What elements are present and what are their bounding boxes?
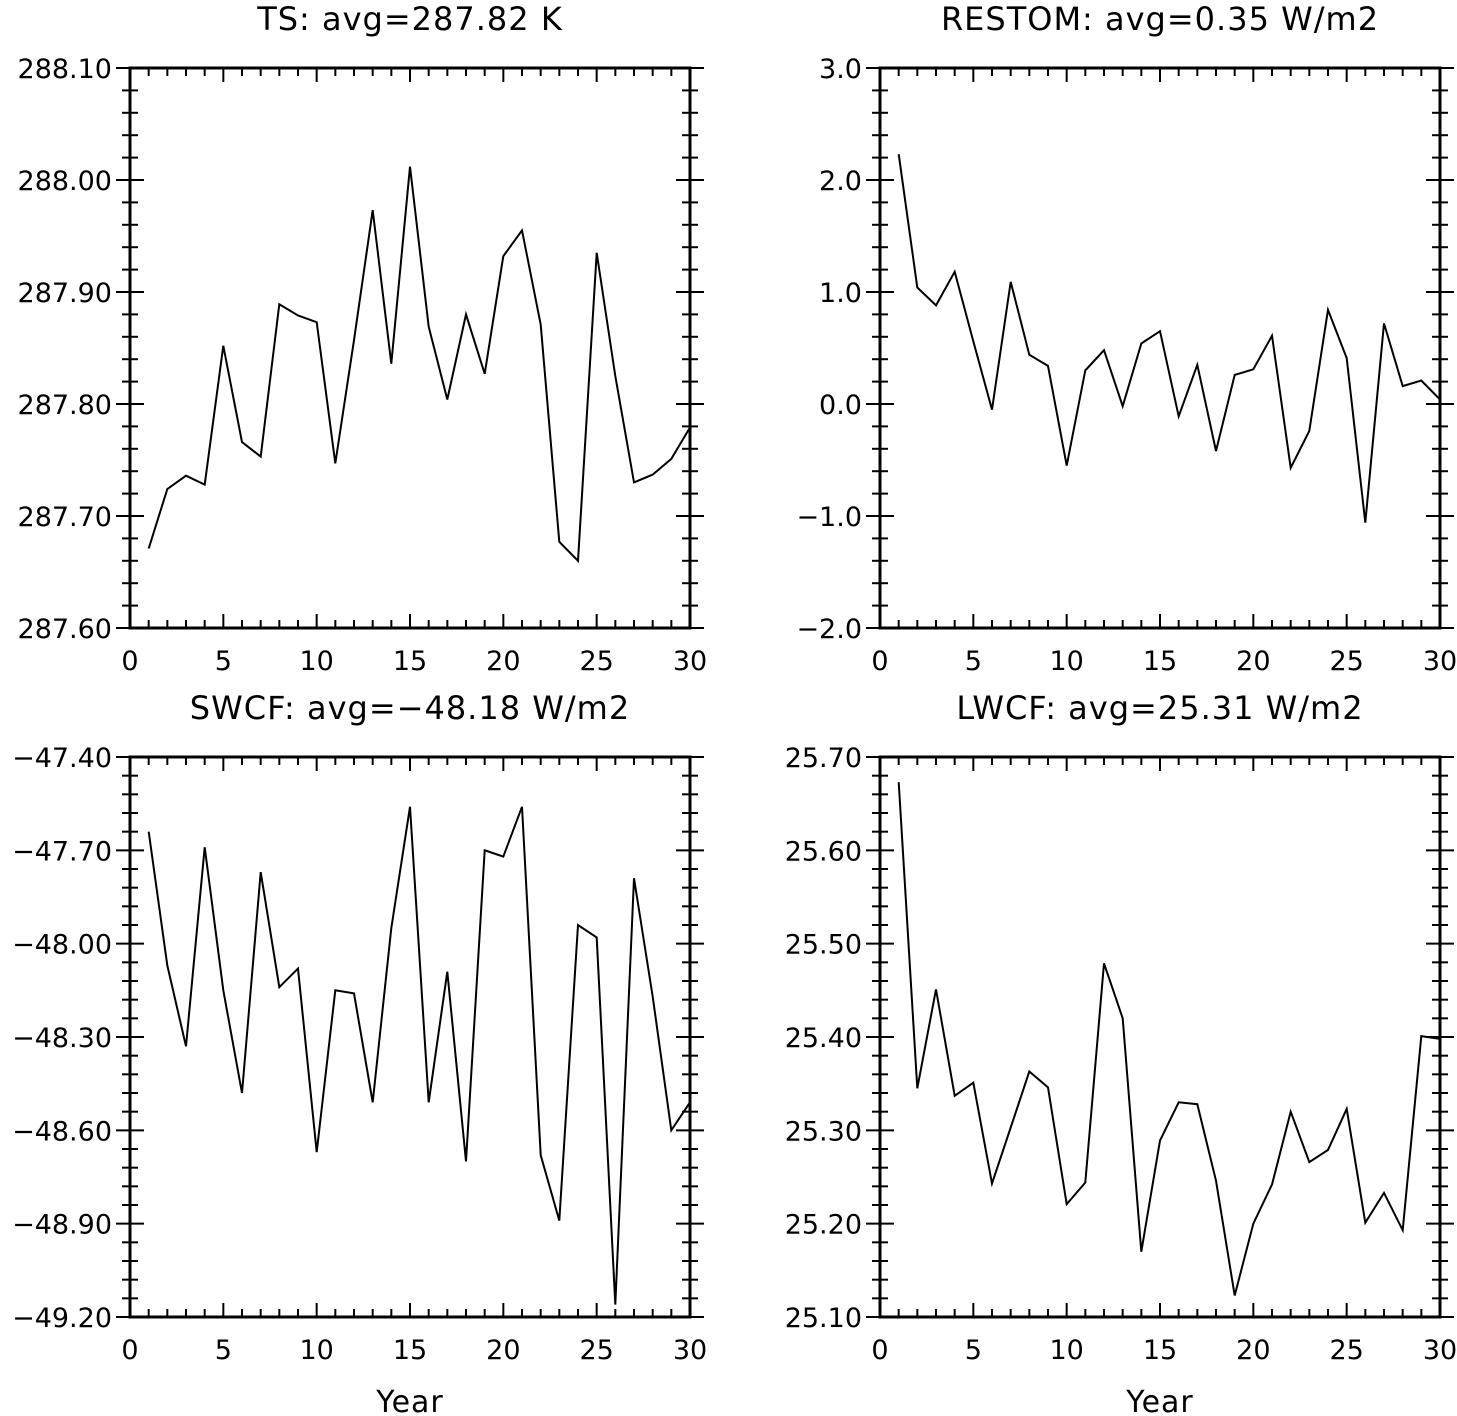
x-tick-label: 5 xyxy=(215,1335,232,1366)
y-tick-label: −1.0 xyxy=(796,502,862,533)
y-tick-label: 287.70 xyxy=(18,502,112,533)
x-tick-label: 20 xyxy=(486,1335,520,1366)
y-tick-label: −48.00 xyxy=(12,930,112,961)
x-tick-label: 25 xyxy=(1329,1335,1363,1366)
y-tick-label: 287.60 xyxy=(18,614,112,645)
panel-swcf: SWCF: avg=−48.18 W/m2 Year 0 5 10 15 20 25 30 −… xyxy=(12,689,707,1416)
panel-title: SWCF: avg=−48.18 W/m2 xyxy=(190,689,630,727)
plot-area: 0 5 10 15 20 25 30 287.60 287.70 287.80 287.90 288.… xyxy=(18,54,708,677)
x-tick-label: 25 xyxy=(579,1335,613,1366)
plot-frame xyxy=(878,755,1442,1319)
x-tick-label: 0 xyxy=(121,1335,138,1366)
x-tick-label: 0 xyxy=(871,1335,888,1366)
y-tick-label: 25.20 xyxy=(785,1210,862,1241)
y-tick-label: 1.0 xyxy=(819,278,862,309)
x-tick-label: 5 xyxy=(965,1335,982,1366)
panel-lwcf: LWCF: avg=25.31 W/m2 Year 0 5 10 15 20 25 30 25… xyxy=(785,689,1457,1416)
panel-title: RESTOM: avg=0.35 W/m2 xyxy=(941,0,1379,38)
x-tick-label: 15 xyxy=(393,1335,427,1366)
plot-area: 0 5 10 15 20 25 30 −49.20 −48.90 −48.60 −48.30 −48.… xyxy=(12,743,707,1366)
series-line xyxy=(147,806,691,1305)
x-tick-label: 15 xyxy=(1143,646,1177,677)
x-tick-label: 25 xyxy=(579,646,613,677)
x-tick-label: 30 xyxy=(1423,1335,1457,1366)
x-tick-label: 30 xyxy=(673,1335,707,1366)
plot-frame xyxy=(128,66,692,630)
y-tick-label: 288.10 xyxy=(18,54,112,85)
x-axis-label: Year xyxy=(1125,1385,1194,1416)
y-tick-label: 2.0 xyxy=(819,166,862,197)
x-tick-label: 5 xyxy=(215,646,232,677)
x-axis-label: Year xyxy=(375,1385,444,1416)
y-tick-label: 3.0 xyxy=(819,54,862,85)
x-tick-label: 20 xyxy=(486,646,520,677)
panel-restom: RESTOM: avg=0.35 W/m2 0 5 10 15 20 25 30 −2.0 −1… xyxy=(796,0,1457,677)
x-tick-label: 20 xyxy=(1236,646,1270,677)
series-line xyxy=(897,154,1441,523)
x-tick-label: 10 xyxy=(299,646,333,677)
plot-frame xyxy=(878,66,1442,630)
x-tick-label: 10 xyxy=(1049,646,1083,677)
y-tick-label: −49.20 xyxy=(12,1303,112,1334)
y-tick-label: 287.90 xyxy=(18,278,112,309)
y-tick-label: 287.80 xyxy=(18,390,112,421)
y-tick-label: 0.0 xyxy=(819,390,862,421)
x-tick-label: 30 xyxy=(1423,646,1457,677)
x-tick-label: 25 xyxy=(1329,646,1363,677)
y-tick-label: −47.70 xyxy=(12,836,112,867)
y-tick-label: −48.60 xyxy=(12,1116,112,1147)
panel-title: LWCF: avg=25.31 W/m2 xyxy=(956,689,1363,727)
x-tick-label: 20 xyxy=(1236,1335,1270,1366)
plot-area: 0 5 10 15 20 25 30 −2.0 −1.0 0.0 1.0 2.0 3.0 xyxy=(796,54,1457,677)
y-tick-label: 25.70 xyxy=(785,743,862,774)
y-tick-label: 25.60 xyxy=(785,836,862,867)
x-tick-label: 15 xyxy=(1143,1335,1177,1366)
y-tick-label: −48.90 xyxy=(12,1210,112,1241)
y-tick-label: −47.40 xyxy=(12,743,112,774)
y-tick-label: 25.40 xyxy=(785,1023,862,1054)
plot-area: 0 5 10 15 20 25 30 25.10 25.20 25.30 25.40 25.50 25.… xyxy=(785,743,1457,1366)
y-tick-label: 25.10 xyxy=(785,1303,862,1334)
y-tick-label: −2.0 xyxy=(796,614,862,645)
x-tick-label: 15 xyxy=(393,646,427,677)
series-line xyxy=(147,166,691,564)
x-tick-label: 5 xyxy=(965,646,982,677)
x-tick-label: 0 xyxy=(871,646,888,677)
x-tick-label: 0 xyxy=(121,646,138,677)
x-tick-label: 10 xyxy=(299,1335,333,1366)
x-tick-label: 10 xyxy=(1049,1335,1083,1366)
y-tick-label: 25.50 xyxy=(785,930,862,961)
panel-ts: TS: avg=287.82 K 0 5 10 15 20 25 30 287.60 287.7… xyxy=(18,0,708,677)
y-tick-label: −48.30 xyxy=(12,1023,112,1054)
series-line xyxy=(897,782,1441,1296)
x-tick-label: 30 xyxy=(673,646,707,677)
y-tick-label: 288.00 xyxy=(18,166,112,197)
plot-frame xyxy=(128,755,692,1319)
panel-title: TS: avg=287.82 K xyxy=(256,0,563,38)
y-tick-label: 25.30 xyxy=(785,1116,862,1147)
